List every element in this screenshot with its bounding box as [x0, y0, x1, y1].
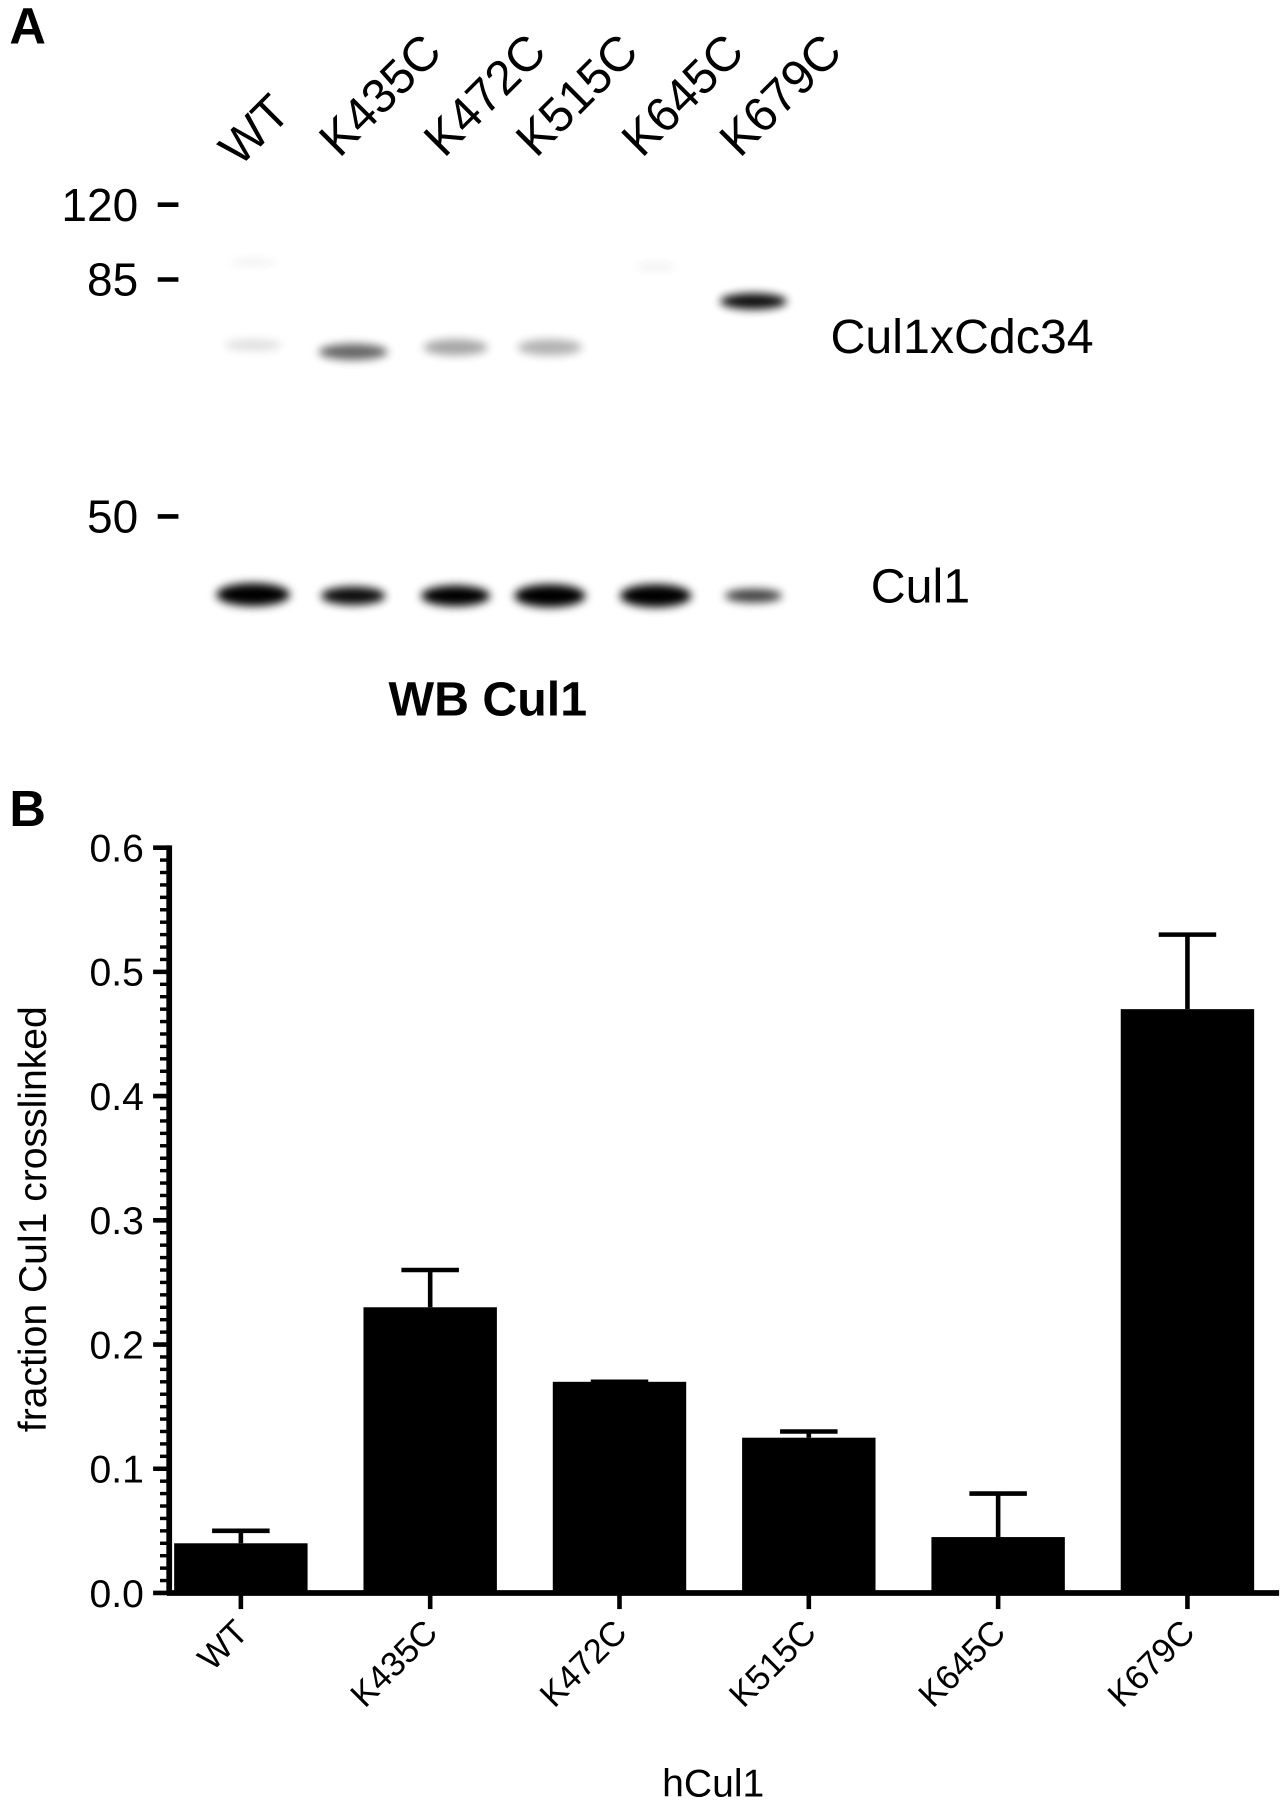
blot-band	[724, 588, 783, 603]
y-tick-label: 0.6	[90, 827, 144, 870]
y-tick-label: 0.0	[90, 1573, 144, 1616]
marker-label: 85	[87, 254, 138, 306]
x-tick-label: K472C	[533, 1613, 634, 1714]
bar	[363, 1307, 497, 1593]
bar	[552, 1381, 687, 1593]
x-tick-label: K515C	[722, 1613, 823, 1714]
y-tick-label: 0.1	[90, 1449, 144, 1492]
blot-caption: WB Cul1	[389, 672, 588, 726]
y-tick-label: 0.5	[90, 952, 144, 995]
x-tick-label: K645C	[912, 1613, 1013, 1714]
band-label: Cul1xCdc34	[831, 310, 1094, 364]
x-tick-label: K435C	[344, 1613, 445, 1714]
panel-label: A	[9, 0, 46, 55]
blot-band	[224, 339, 282, 351]
y-tick-label: 0.2	[90, 1324, 144, 1367]
blot-band	[230, 258, 277, 266]
western-blot	[216, 258, 787, 608]
lane-label: WT	[209, 84, 300, 175]
blot-band	[620, 584, 692, 608]
x-tick-label: K679C	[1101, 1613, 1202, 1714]
bar	[742, 1437, 876, 1593]
bar	[1120, 1009, 1255, 1593]
x-axis-title: hCul1	[662, 1763, 764, 1800]
y-tick-label: 0.4	[90, 1076, 144, 1119]
blot-band	[216, 583, 290, 607]
band-label: Cul1	[871, 560, 970, 614]
marker-label: 120	[61, 179, 138, 231]
blot-band	[421, 585, 491, 607]
blot-band	[321, 586, 386, 605]
bar	[174, 1543, 308, 1593]
blot-band	[423, 339, 488, 356]
blot-band	[318, 343, 388, 360]
blot-band	[635, 263, 677, 271]
bar	[931, 1537, 1065, 1593]
blot-band	[720, 293, 787, 310]
y-tick-label: 0.3	[90, 1200, 144, 1243]
panel-label: B	[9, 780, 46, 837]
blot-band	[514, 584, 586, 608]
blot-band	[517, 339, 583, 356]
y-axis-title: fraction Cul1 crosslinked	[12, 1006, 55, 1432]
marker-label: 50	[87, 491, 138, 543]
x-tick-label: WT	[191, 1613, 256, 1678]
